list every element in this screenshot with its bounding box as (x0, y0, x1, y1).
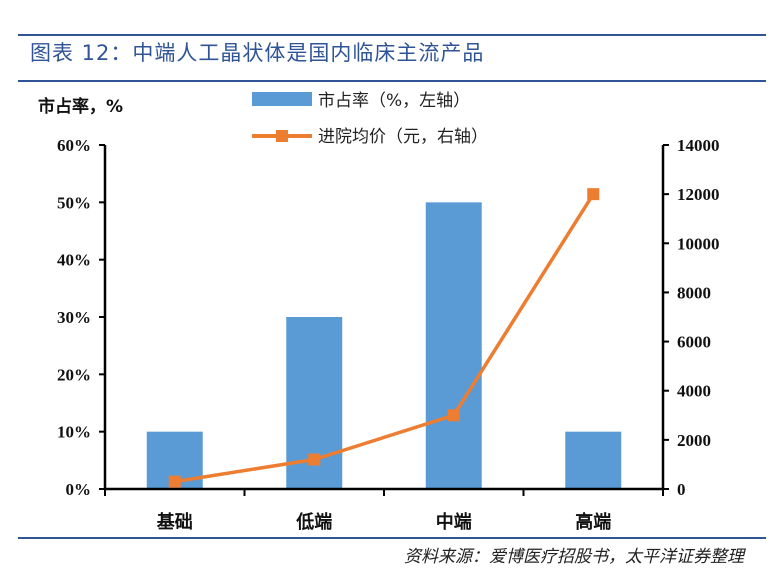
left-tick-label: 50% (57, 193, 91, 212)
price-marker-中端 (447, 409, 460, 422)
right-tick-label: 8000 (677, 283, 711, 302)
price-marker-低端 (308, 453, 321, 466)
legend-line-marker (276, 130, 288, 142)
bottom-rule (18, 537, 766, 539)
left-tick-label: 0% (66, 480, 92, 499)
right-tick-label: 12000 (677, 185, 720, 204)
legend-bar-swatch (252, 92, 312, 106)
price-marker-高端 (587, 188, 600, 201)
left-tick-label: 20% (57, 365, 91, 384)
source-note: 资料来源：爱博医疗招股书，太平洋证券整理 (404, 547, 744, 567)
category-label: 低端 (295, 511, 332, 533)
left-tick-label: 40% (57, 251, 91, 270)
bar-高端 (565, 431, 622, 489)
right-tick-label: 14000 (677, 136, 720, 155)
title-rule (18, 80, 766, 82)
chart: 市占率，% 市占率（%，左轴） 进院均价（元，右轴） 0% 10% 20% 30% 40… (38, 91, 720, 533)
price-marker-基础 (168, 475, 181, 488)
bar-中端 (425, 202, 482, 490)
right-tick-label: 4000 (677, 382, 711, 401)
right-tick-label: 2000 (677, 431, 711, 450)
legend-bar-label: 市占率（%，左轴） (318, 91, 470, 111)
top-rule (18, 34, 766, 36)
price-line (174, 193, 595, 484)
category-label: 中端 (436, 511, 472, 533)
left-tick-label: 30% (57, 308, 91, 327)
left-axis-label: 市占率，% (38, 96, 123, 117)
left-tick-label: 60% (57, 136, 91, 155)
right-tick-label: 10000 (677, 234, 720, 253)
figure-title: 图表 12：中端人工晶状体是国内临床主流产品 (30, 41, 485, 65)
legend-line-label: 进院均价（元，右轴） (318, 127, 488, 147)
legend: 市占率（%，左轴） 进院均价（元，右轴） (252, 91, 488, 147)
right-tick-label: 6000 (677, 333, 711, 352)
left-tick-label: 10% (57, 423, 91, 442)
right-tick-label: 0 (677, 480, 686, 499)
category-label: 高端 (575, 511, 611, 533)
category-label: 基础 (156, 511, 193, 533)
